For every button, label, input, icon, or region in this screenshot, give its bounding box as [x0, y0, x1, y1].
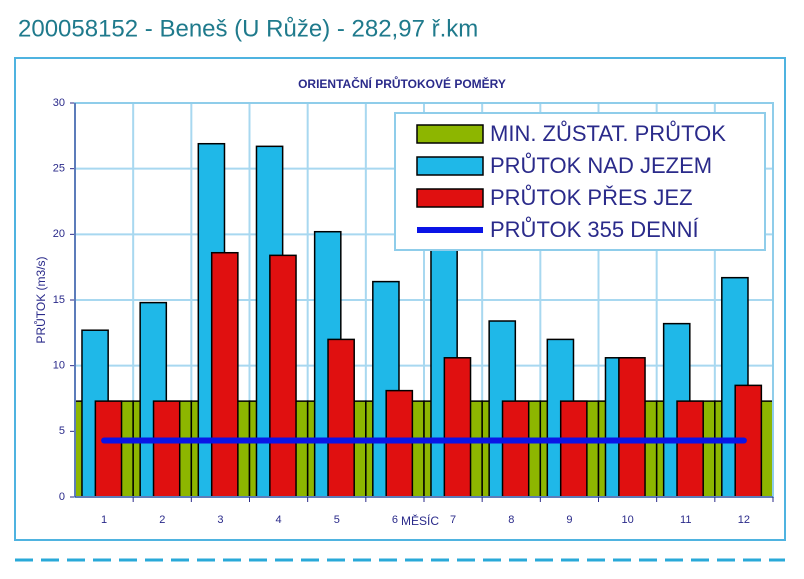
bar — [94, 400, 123, 498]
bar — [676, 400, 704, 498]
y-tick-label: 25 — [53, 163, 65, 175]
x-tick-label: 2 — [159, 514, 165, 526]
y-tick-label: 10 — [53, 360, 65, 372]
bar — [210, 251, 239, 498]
legend-swatch — [416, 156, 484, 176]
x-tick-label: 11 — [680, 514, 691, 526]
x-tick-label: 7 — [450, 514, 456, 526]
bar — [385, 389, 414, 498]
bar — [327, 338, 355, 498]
x-tick-label: 4 — [276, 514, 282, 526]
x-tick-label: 12 — [738, 514, 750, 526]
x-tick-label: 3 — [217, 514, 223, 526]
legend-swatch — [416, 124, 484, 144]
y-tick-label: 15 — [53, 294, 65, 306]
legend-swatch — [416, 188, 484, 208]
legend-label: PRŮTOK 355 DENNÍ — [490, 217, 700, 242]
y-tick-label: 0 — [59, 491, 65, 503]
chart-title: ORIENTAČNÍ PRŮTOKOVÉ POMĚRY — [298, 75, 506, 91]
bar — [443, 357, 472, 498]
bar — [152, 400, 181, 498]
x-tick-label: 9 — [566, 514, 572, 526]
x-tick-label: 10 — [621, 514, 633, 526]
x-tick-label: 6 — [392, 514, 398, 526]
bar — [501, 400, 530, 498]
x-tick-label: 1 — [101, 514, 107, 526]
y-tick-label: 30 — [53, 97, 65, 109]
page-title: 200058152 - Beneš (U Růže) - 282,97 ř.km — [18, 15, 478, 42]
bar — [559, 400, 588, 498]
bar — [269, 254, 297, 498]
y-tick-label: 20 — [53, 228, 65, 240]
legend-label: MIN. ZŮSTAT. PRŮTOK — [490, 121, 726, 146]
y-axis-label: PRŮTOK (m3/s) — [33, 256, 48, 343]
x-tick-label: 5 — [334, 514, 340, 526]
x-axis-label: MĚSÍC — [401, 513, 439, 528]
y-tick-label: 5 — [59, 425, 65, 437]
legend-label: PRŮTOK PŘES JEZ — [490, 185, 693, 210]
legend-label: PRŮTOK NAD JEZEM — [490, 153, 712, 178]
bar — [618, 357, 646, 498]
x-tick-label: 8 — [508, 514, 514, 526]
